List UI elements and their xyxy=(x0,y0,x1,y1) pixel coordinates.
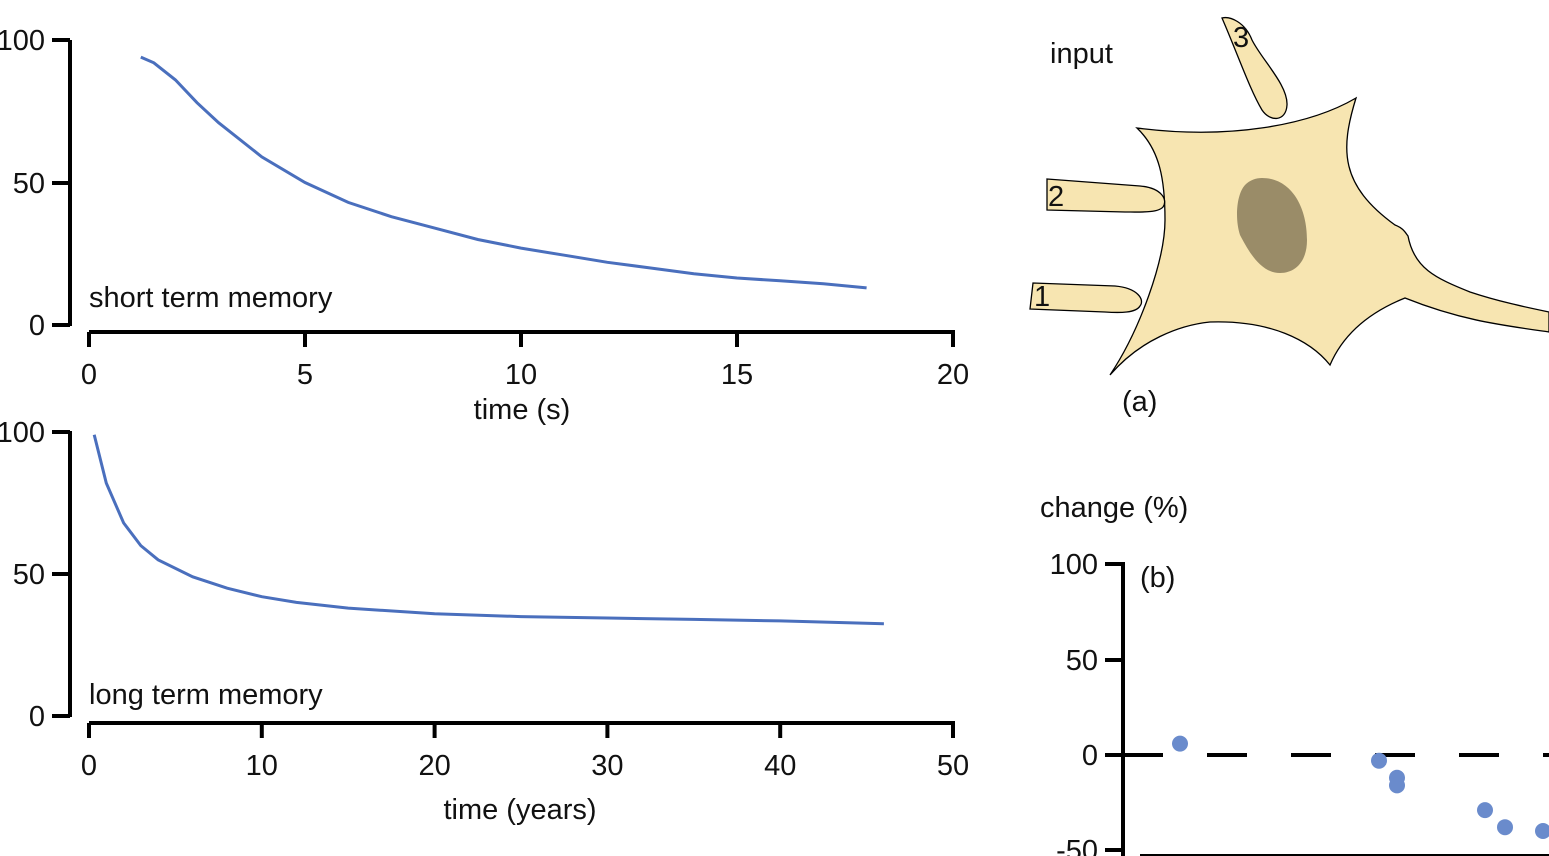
scatter-point xyxy=(1477,802,1493,819)
change-y-label-50: 50 xyxy=(1066,645,1098,677)
scatter-points xyxy=(1172,735,1549,839)
input-label-2: 2 xyxy=(1048,181,1064,213)
input-label-3: 3 xyxy=(1233,22,1249,54)
long-term-x-title: time (years) xyxy=(443,794,596,826)
short-term-x-tick-label-15: 15 xyxy=(721,359,753,391)
long-term-x-tick-label-10: 10 xyxy=(246,750,278,782)
long-term-x-tick-label-50: 50 xyxy=(937,750,969,782)
long-term-x-tick-label-20: 20 xyxy=(418,750,450,782)
neuron-cell-body xyxy=(1109,96,1549,376)
scatter-point xyxy=(1172,735,1188,752)
long-term-x-tick-label-0: 0 xyxy=(81,750,97,782)
short-term-x-tick-label-5: 5 xyxy=(297,359,313,391)
diagram-title: input xyxy=(1050,38,1113,70)
long-term-curve xyxy=(92,434,884,626)
short-term-y-label-100: 100 xyxy=(0,25,45,57)
scatter-point xyxy=(1389,777,1405,794)
scatter-point xyxy=(1497,819,1513,836)
long-term-x-tick-label-40: 40 xyxy=(764,750,796,782)
short-term-x-title: time (s) xyxy=(474,394,571,426)
short-term-x-ticks: 0 5 10 15 20 xyxy=(81,332,969,391)
scatter-panel-label: (b) xyxy=(1140,562,1175,594)
change-scatter-chart: change (%) 100 50 0 -50 (b) xyxy=(1040,492,1549,856)
neuron-nucleus xyxy=(1237,178,1307,273)
short-term-annotation: short term memory xyxy=(89,282,333,314)
short-term-chart: 100 50 0 0 5 10 15 20 time (s) short term me… xyxy=(0,25,969,426)
long-term-y-label-100: 100 xyxy=(0,417,45,449)
input-dendrite-1 xyxy=(1029,282,1143,314)
change-y-label-100: 100 xyxy=(1050,549,1098,581)
short-term-x-tick-label-0: 0 xyxy=(81,359,97,391)
long-term-y-label-0: 0 xyxy=(29,701,45,733)
long-term-annotation: long term memory xyxy=(89,679,323,711)
change-y-label-0: 0 xyxy=(1082,740,1098,772)
short-term-y-label-0: 0 xyxy=(29,310,45,342)
input-label-1: 1 xyxy=(1034,281,1050,313)
long-term-chart: 100 50 0 0 10 20 30 40 50 time (years) long t… xyxy=(0,417,969,826)
scatter-point xyxy=(1535,823,1549,839)
short-term-y-label-50: 50 xyxy=(13,168,45,200)
short-term-x-tick-label-10: 10 xyxy=(505,359,537,391)
change-y-label-minus50: -50 xyxy=(1056,835,1098,856)
scatter-point xyxy=(1371,752,1387,769)
input-dendrite-2 xyxy=(1046,178,1166,213)
diagram-panel-label: (a) xyxy=(1122,386,1157,418)
input-dendrite-3 xyxy=(1221,16,1288,120)
long-term-x-ticks: 0 10 20 30 40 50 xyxy=(81,723,969,782)
change-y-title: change (%) xyxy=(1040,492,1188,524)
short-term-x-tick-label-20: 20 xyxy=(937,359,969,391)
neuron-diagram: input 3 2 1 (a) xyxy=(1029,16,1549,418)
short-term-curve xyxy=(140,55,867,290)
long-term-x-tick-label-30: 30 xyxy=(591,750,623,782)
long-term-y-label-50: 50 xyxy=(13,559,45,591)
